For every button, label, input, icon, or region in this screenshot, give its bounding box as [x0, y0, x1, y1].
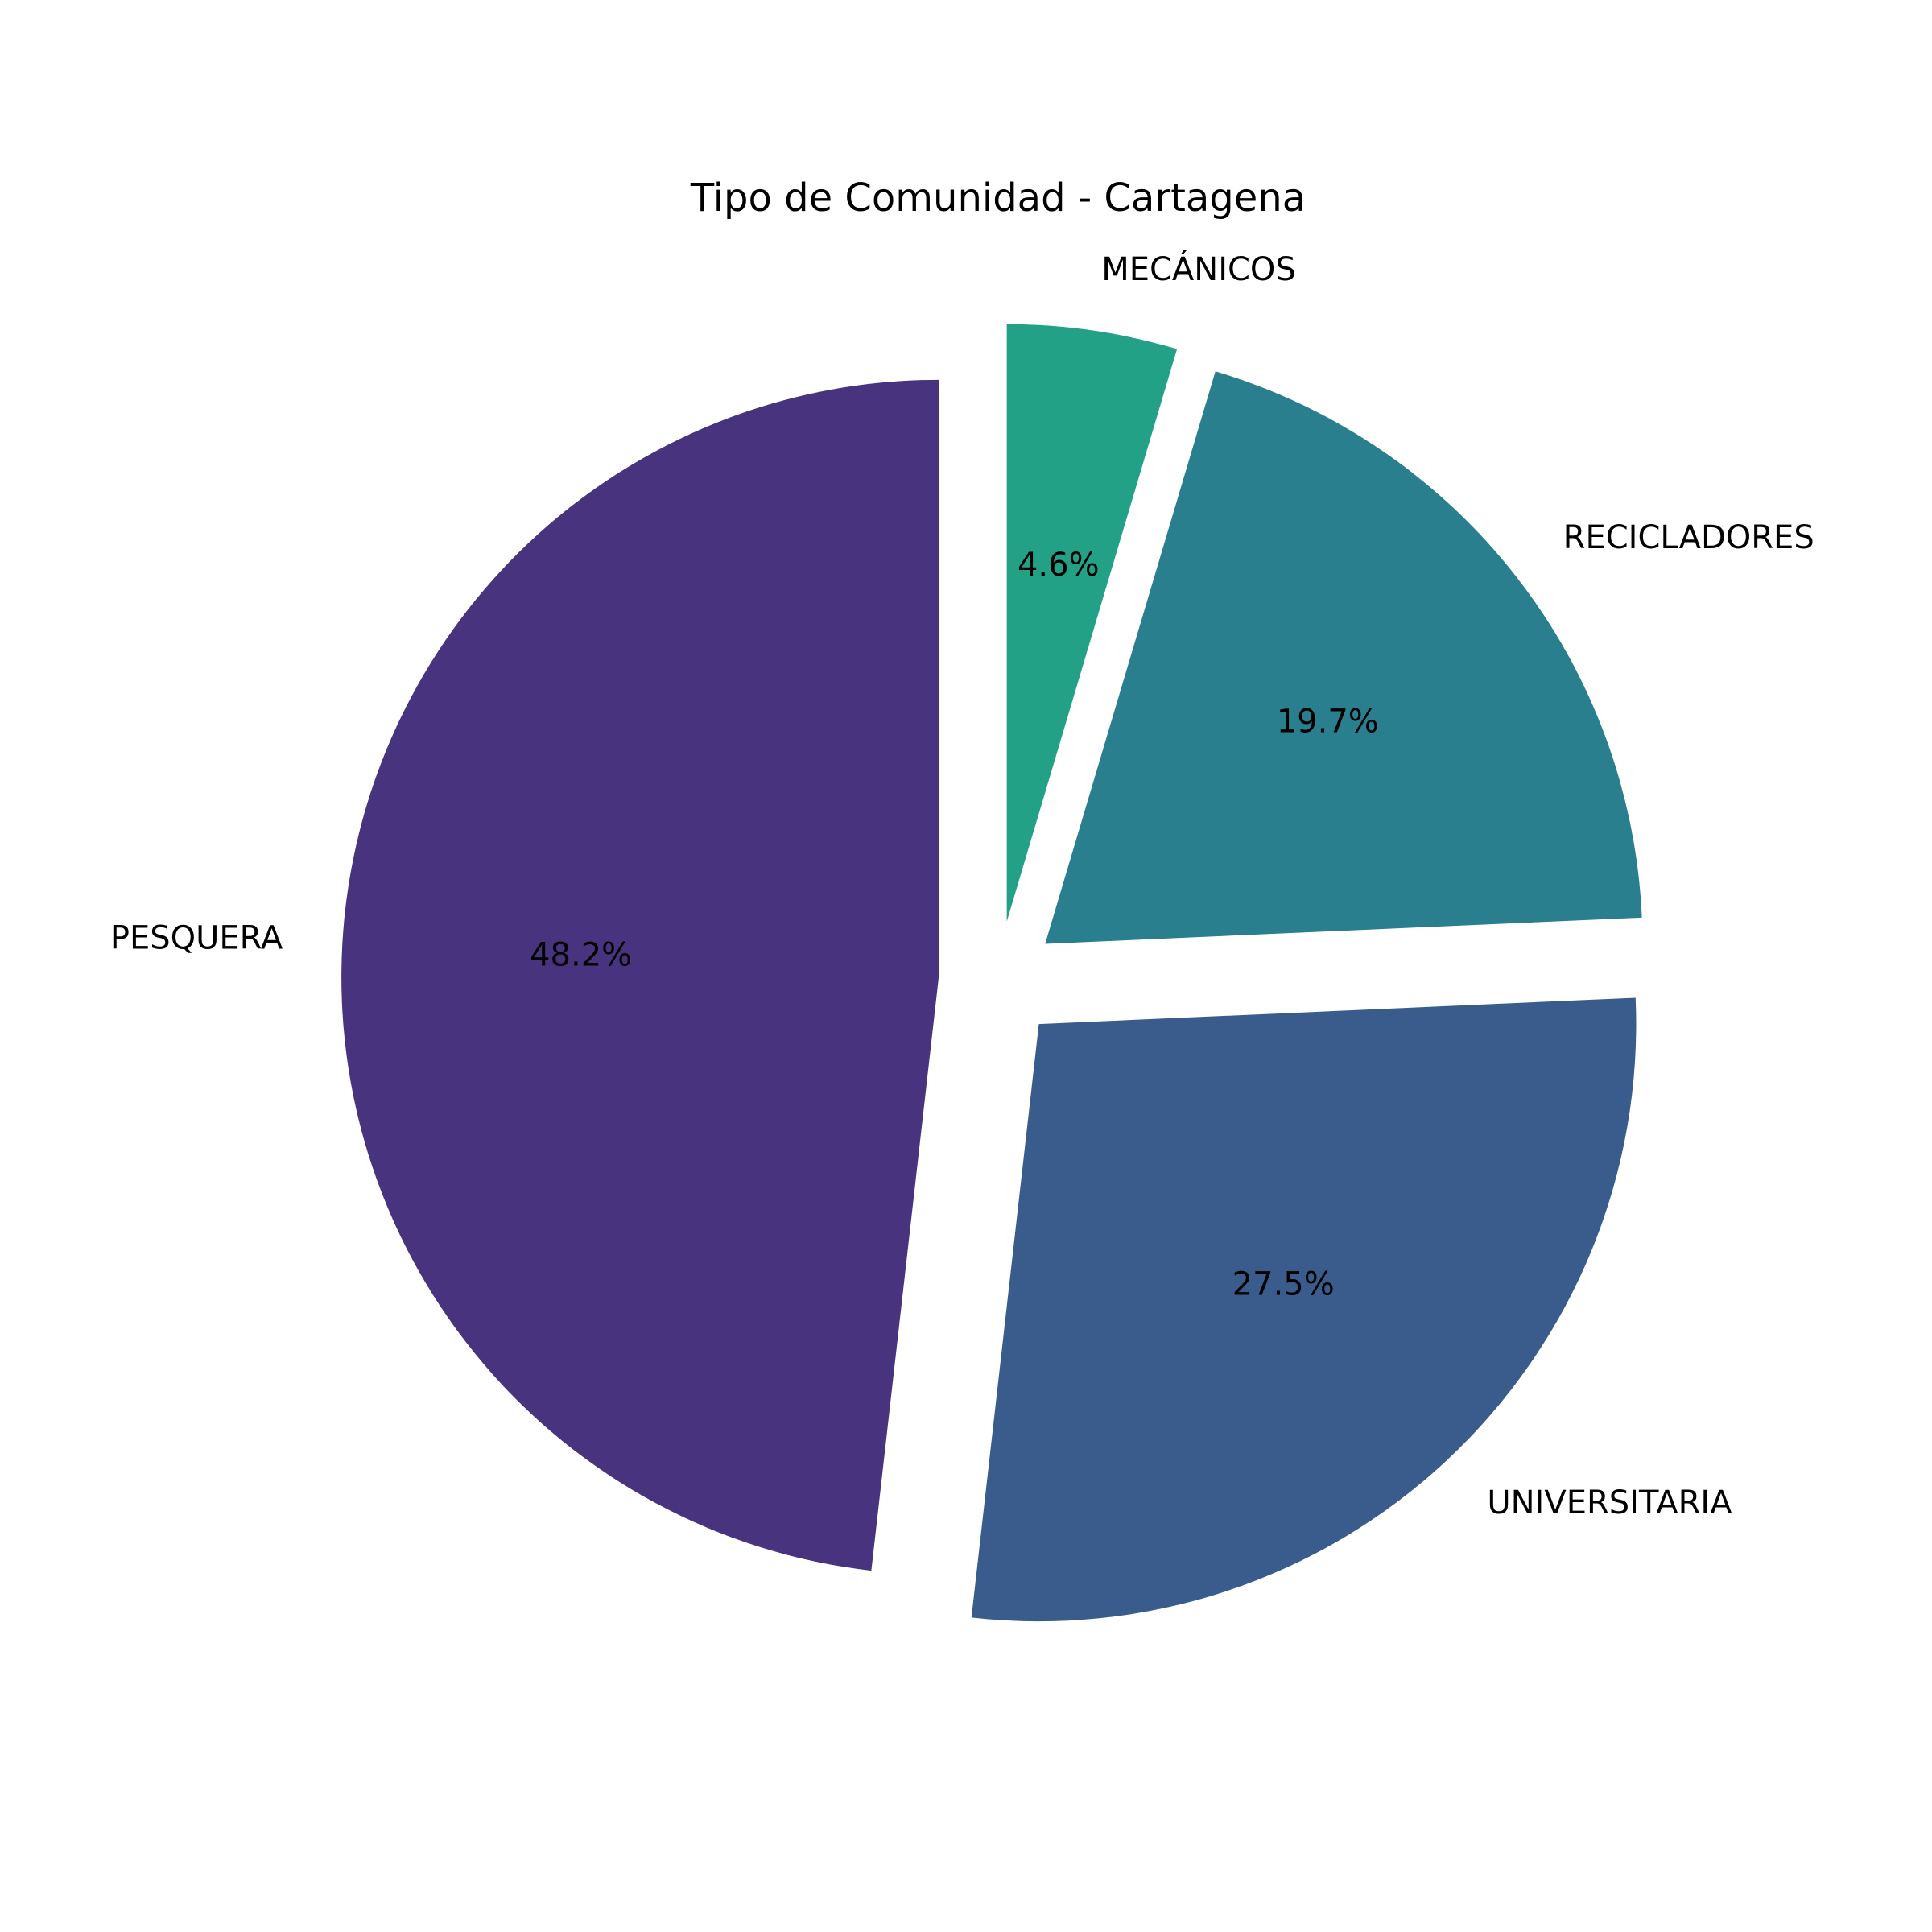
slice-label-universitaria: UNIVERSITARIA	[1487, 1484, 1732, 1521]
pie-slice-mecanicos	[1006, 324, 1178, 922]
pie-slices	[341, 324, 1642, 1622]
pie-slice-pesquera	[341, 379, 939, 1571]
pie-labels: MECÁNICOS 4.6% RECICLADORES 19.7% UNIVERSITA…	[110, 250, 1814, 1521]
slice-label-mecanicos: MECÁNICOS	[1101, 250, 1296, 288]
pct-label-mecanicos: 4.6%	[1018, 547, 1100, 584]
pct-label-universitaria: 27.5%	[1232, 1266, 1335, 1303]
pct-label-recicladores: 19.7%	[1277, 703, 1379, 740]
slice-label-pesquera: PESQUERA	[110, 920, 283, 957]
pie-slice-recicladores	[1045, 371, 1642, 944]
slice-label-recicladores: RECICLADORES	[1563, 519, 1814, 556]
chart-title: Tipo de Comunidad - Cartagena	[690, 175, 1306, 221]
pct-label-pesquera: 48.2%	[530, 937, 632, 974]
pie-slice-universitaria	[971, 997, 1637, 1622]
